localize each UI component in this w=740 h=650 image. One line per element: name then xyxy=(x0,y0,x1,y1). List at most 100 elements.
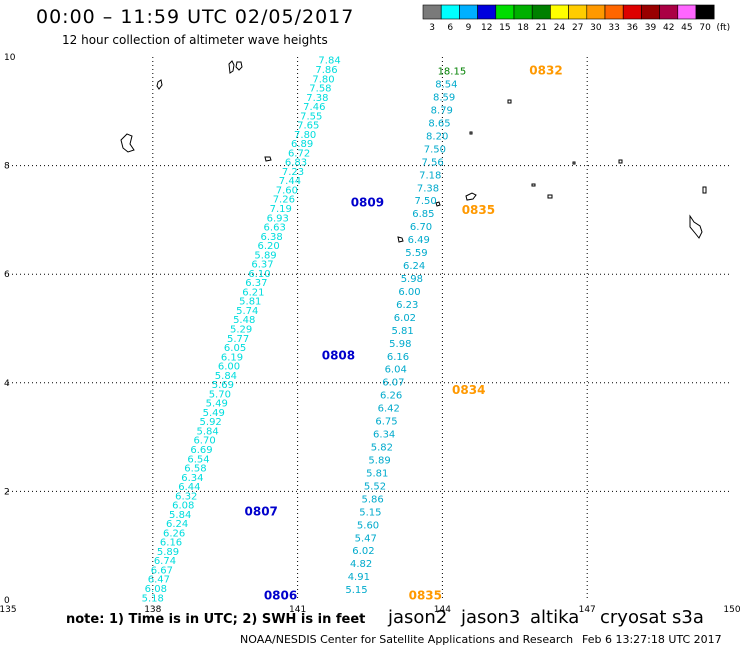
colorbar-swatch xyxy=(659,4,679,20)
track-b-value: 5.81 xyxy=(391,326,413,337)
track-a-value: 7.19 xyxy=(270,204,292,215)
footer-note: note: 1) Time is in UTC; 2) SWH is in fe… xyxy=(66,612,366,627)
axis-ticks: 135 138 141 144 147 150 0 2 4 6 8 10 xyxy=(0,53,740,615)
colorbar-label: 15 xyxy=(499,23,510,33)
track-b-value: 5.15 xyxy=(345,585,367,596)
track-b-value: 6.07 xyxy=(382,378,404,389)
track-a-value: 5.84 xyxy=(215,371,237,382)
track-a-value: 6.54 xyxy=(187,454,209,465)
track-b-value: 8.59 xyxy=(433,93,455,104)
track-b-value: 6.34 xyxy=(373,430,395,441)
track-a-value: 6.83 xyxy=(285,158,307,169)
track-a-value: 5.48 xyxy=(233,315,255,326)
track-a-value: 6.00 xyxy=(218,362,240,373)
colorbar-swatch xyxy=(622,4,642,20)
track-a-value: 5.89 xyxy=(157,547,179,558)
track-b-value: 4.82 xyxy=(350,559,372,570)
track-a-value: 7.80 xyxy=(312,74,334,85)
track-a-value: 6.93 xyxy=(267,213,289,224)
track-b-value: 6.23 xyxy=(396,300,418,311)
track-a-value: 7.86 xyxy=(315,65,337,76)
track-a-value: 6.89 xyxy=(291,139,313,150)
island-outline xyxy=(435,201,441,207)
track-b-value: 6.02 xyxy=(394,313,416,324)
colorbar-swatch xyxy=(513,4,533,20)
track-a-value: 6.34 xyxy=(181,473,203,484)
track-a-value: 5.49 xyxy=(206,399,228,410)
track-a-value: 5.81 xyxy=(239,297,261,308)
track-a-value: 5.92 xyxy=(200,417,222,428)
track-b-value: 6.49 xyxy=(408,235,430,246)
island-outline xyxy=(702,186,707,194)
track-b-value: 6.04 xyxy=(385,365,407,376)
y-tick-label: 10 xyxy=(4,53,16,63)
track-a-value: 7.38 xyxy=(306,93,328,104)
colorbar-label: 18 xyxy=(517,23,529,33)
colorbar-label: 70 xyxy=(699,23,711,33)
island-outline xyxy=(507,99,512,104)
track-b-value: 5.89 xyxy=(368,455,390,466)
track-b-value: 5.59 xyxy=(405,248,427,259)
track-b-value: 6.85 xyxy=(412,209,434,220)
track-a-value: 5.18 xyxy=(142,593,164,604)
colorbar-label: 12 xyxy=(481,23,492,33)
island-outline xyxy=(531,183,536,187)
colorbar-legend: 3 6 9 12 15 18 21 24 27 30 33 36 39 42 45 70 (ft) xyxy=(422,4,731,33)
track-a-value: 6.70 xyxy=(193,436,215,447)
map-grid xyxy=(8,57,732,600)
track-b-value: 7.50 xyxy=(415,196,437,207)
colorbar-swatch xyxy=(477,4,497,20)
time-labels: 0806 0807 0808 0809 0832 0835 0834 0835 xyxy=(245,64,563,603)
track-a-value: 5.70 xyxy=(209,389,231,400)
x-tick-label: 147 xyxy=(579,605,596,615)
jason2-time-label: 0807 xyxy=(245,504,278,518)
altika-time-label: 0832 xyxy=(529,64,562,78)
track-a-value: 7.26 xyxy=(273,195,295,206)
track-b-value: 6.26 xyxy=(380,391,402,402)
island-outline xyxy=(397,236,404,243)
colorbar-label: 3 xyxy=(429,23,435,33)
track-b-value: 6.16 xyxy=(387,352,409,363)
colorbar-label: 39 xyxy=(645,23,657,33)
track-b-value: 8.20 xyxy=(426,131,448,142)
colorbar-swatch xyxy=(604,4,624,20)
altika-time-label: 0835 xyxy=(462,203,495,217)
colorbar-swatch xyxy=(550,4,569,20)
colorbar-swatch xyxy=(641,4,660,20)
track-b-value: 5.98 xyxy=(401,274,423,285)
island-outlines xyxy=(120,60,707,243)
track-a-value: 5.84 xyxy=(169,510,191,521)
track-b-value: 8.65 xyxy=(428,118,450,129)
colorbar-swatch xyxy=(695,4,715,20)
island-outline xyxy=(572,161,576,165)
y-tick-label: 8 xyxy=(4,162,10,172)
track-a-value: 6.37 xyxy=(251,260,273,271)
y-tick-label: 0 xyxy=(4,596,10,606)
track-a-value: 7.65 xyxy=(297,121,319,132)
track-a-value: 6.16 xyxy=(160,538,182,549)
altika-time-label: 0834 xyxy=(452,383,485,397)
x-tick-label: 138 xyxy=(144,605,161,615)
y-tick-label: 6 xyxy=(4,270,10,280)
colorbar-label: (ft) xyxy=(717,23,731,33)
track-b-value: 6.02 xyxy=(352,546,374,557)
island-outline xyxy=(469,131,473,135)
y-tick-label: 2 xyxy=(4,487,10,497)
track-b-value: 5.47 xyxy=(355,533,377,544)
island-outline xyxy=(120,133,135,153)
island-outline xyxy=(689,214,703,239)
island-outline xyxy=(465,192,477,201)
colorbar-label: 36 xyxy=(627,23,639,33)
colorbar-label: 21 xyxy=(536,23,547,33)
island-outline xyxy=(618,159,623,164)
altika-time-label: 0835 xyxy=(409,589,442,603)
track-a-value: 5.77 xyxy=(227,334,249,345)
track-a-value: 6.38 xyxy=(261,232,283,243)
legend-cryosat: cryosat xyxy=(600,607,667,628)
colorbar-label: 42 xyxy=(663,23,674,33)
x-tick-label: 150 xyxy=(723,605,740,615)
track-a-value: 6.58 xyxy=(184,464,206,475)
track-a-value: 6.74 xyxy=(154,556,176,567)
colorbar-label: 9 xyxy=(466,23,472,33)
